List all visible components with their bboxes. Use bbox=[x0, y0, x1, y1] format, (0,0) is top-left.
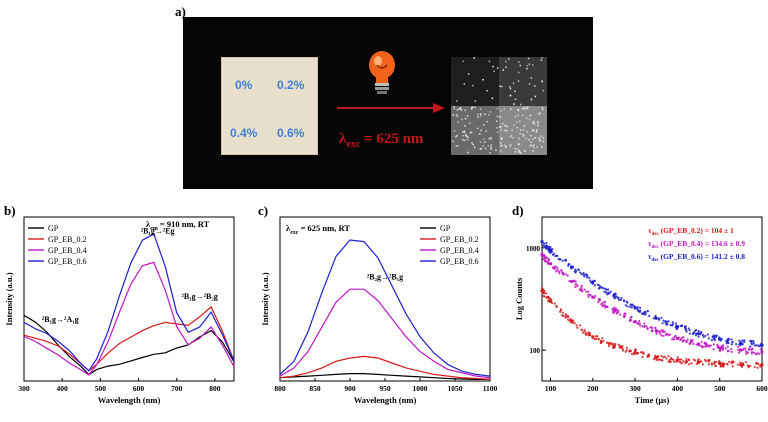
x-tick-label: 900 bbox=[344, 384, 356, 393]
condition-annotation: λexc = 625 nm, RT bbox=[286, 223, 350, 236]
luminescence-image bbox=[451, 57, 547, 155]
y-tick-label: 100 bbox=[530, 347, 541, 355]
transition-label: ²B₁g→²A₁g bbox=[42, 315, 79, 324]
data-point bbox=[570, 279, 574, 283]
chart-d: 100 200 300 400 500 600 100 1000 Time (μs) Log Co… bbox=[514, 216, 768, 405]
legend-entry: GP bbox=[48, 224, 59, 233]
y-axis-label: Intensity (a.u.) bbox=[260, 272, 270, 325]
lifetime-legend-entry: τdec (GP_EB_0.2) = 104 ± 1 bbox=[648, 226, 734, 237]
lifetime-legend-entry: τdec (GP_EB_0.6) = 141.2 ± 0.8 bbox=[648, 252, 745, 263]
arrow-right-icon bbox=[337, 103, 445, 113]
x-tick-label: 300 bbox=[629, 384, 641, 393]
photo-panel: 0% 0.2% 0.4% 0.6% λexc = 625 nm bbox=[183, 17, 593, 189]
legend-entry: GP_EB_0.4 bbox=[48, 246, 86, 255]
x-tick-label: 1100 bbox=[483, 384, 498, 393]
panel-d-label: d) bbox=[512, 203, 524, 218]
x-tick-label: 300 bbox=[18, 384, 30, 393]
series-points-1 bbox=[540, 251, 764, 356]
excitation-label: λexc = 625 nm bbox=[339, 131, 424, 150]
legend-entry: GP_EB_0.2 bbox=[440, 235, 478, 244]
percent-label-0: 0% bbox=[235, 78, 253, 92]
x-tick-label: 200 bbox=[587, 384, 599, 393]
plot-frame bbox=[541, 216, 763, 382]
x-tick-label: 500 bbox=[95, 384, 107, 393]
legend-entry: GP_EB_0.2 bbox=[48, 235, 86, 244]
panel-b-label: b) bbox=[4, 203, 16, 218]
x-tick-label: 950 bbox=[379, 384, 391, 393]
legend-entry: GP_EB_0.6 bbox=[48, 257, 86, 266]
chart-c: 800 850 900 950 1000 1050 1100 Wavelength (nm) I… bbox=[260, 216, 498, 405]
x-axis-label: Time (μs) bbox=[635, 395, 670, 405]
ceramic-sample: 0% 0.2% 0.4% 0.6% bbox=[221, 57, 318, 155]
legend-entry: GP_EB_0.4 bbox=[440, 246, 478, 255]
y-axis-label: Intensity (a.u.) bbox=[4, 272, 14, 325]
light-bulb-icon bbox=[369, 51, 395, 94]
y-tick-label: 1000 bbox=[526, 245, 541, 253]
x-tick-label: 800 bbox=[209, 384, 221, 393]
series-line-2 bbox=[279, 288, 491, 379]
x-axis-label: Wavelength (nm) bbox=[98, 395, 161, 405]
x-tick-label: 400 bbox=[672, 384, 684, 393]
x-tick-label: 100 bbox=[545, 384, 557, 393]
legend-entry: GP bbox=[440, 224, 451, 233]
y-axis-label: Log Counts bbox=[514, 277, 524, 320]
transition-label: ²B₁g→²B₂g bbox=[182, 292, 218, 301]
panel-c-label: c) bbox=[258, 203, 269, 218]
series-points-0 bbox=[540, 287, 764, 369]
x-tick-label: 600 bbox=[133, 384, 145, 393]
panel-a-label: a) bbox=[175, 4, 186, 19]
x-tick-label: 400 bbox=[57, 384, 69, 393]
x-tick-label: 1000 bbox=[413, 384, 428, 393]
series-line-0 bbox=[279, 373, 490, 380]
condition-annotation: λem = 910 nm, RT bbox=[146, 219, 210, 232]
data-point bbox=[654, 329, 658, 333]
series-line-2 bbox=[23, 261, 235, 376]
x-axis-label: Wavelength (nm) bbox=[354, 395, 417, 405]
plot-frame bbox=[23, 216, 235, 382]
series-line-3 bbox=[23, 232, 235, 372]
x-tick-label: 850 bbox=[309, 384, 321, 393]
x-tick-label: 1050 bbox=[448, 384, 463, 393]
series-line-1 bbox=[279, 355, 491, 380]
series-line-1 bbox=[23, 305, 235, 372]
chart-b: 300 400 500 600 700 800 Wavelength (nm) Intensi… bbox=[4, 216, 235, 405]
transition-label: ²B₁g→²Eg bbox=[141, 226, 175, 235]
lifetime-legend-entry: τdec (GP_EB_0.4) = 134.6 ± 0.9 bbox=[648, 239, 745, 250]
x-tick-label: 700 bbox=[171, 384, 183, 393]
legend-entry: GP_EB_0.6 bbox=[440, 257, 478, 266]
percent-label-3: 0.6% bbox=[277, 126, 305, 140]
x-tick-label: 500 bbox=[714, 384, 726, 393]
percent-label-1: 0.2% bbox=[277, 78, 305, 92]
percent-label-2: 0.4% bbox=[230, 126, 258, 140]
x-tick-label: 800 bbox=[274, 384, 286, 393]
series-points-2 bbox=[540, 240, 764, 348]
series-line-3 bbox=[279, 239, 491, 377]
transition-label: ²B₂g→²B₁g bbox=[367, 272, 403, 281]
x-tick-label: 600 bbox=[756, 384, 768, 393]
